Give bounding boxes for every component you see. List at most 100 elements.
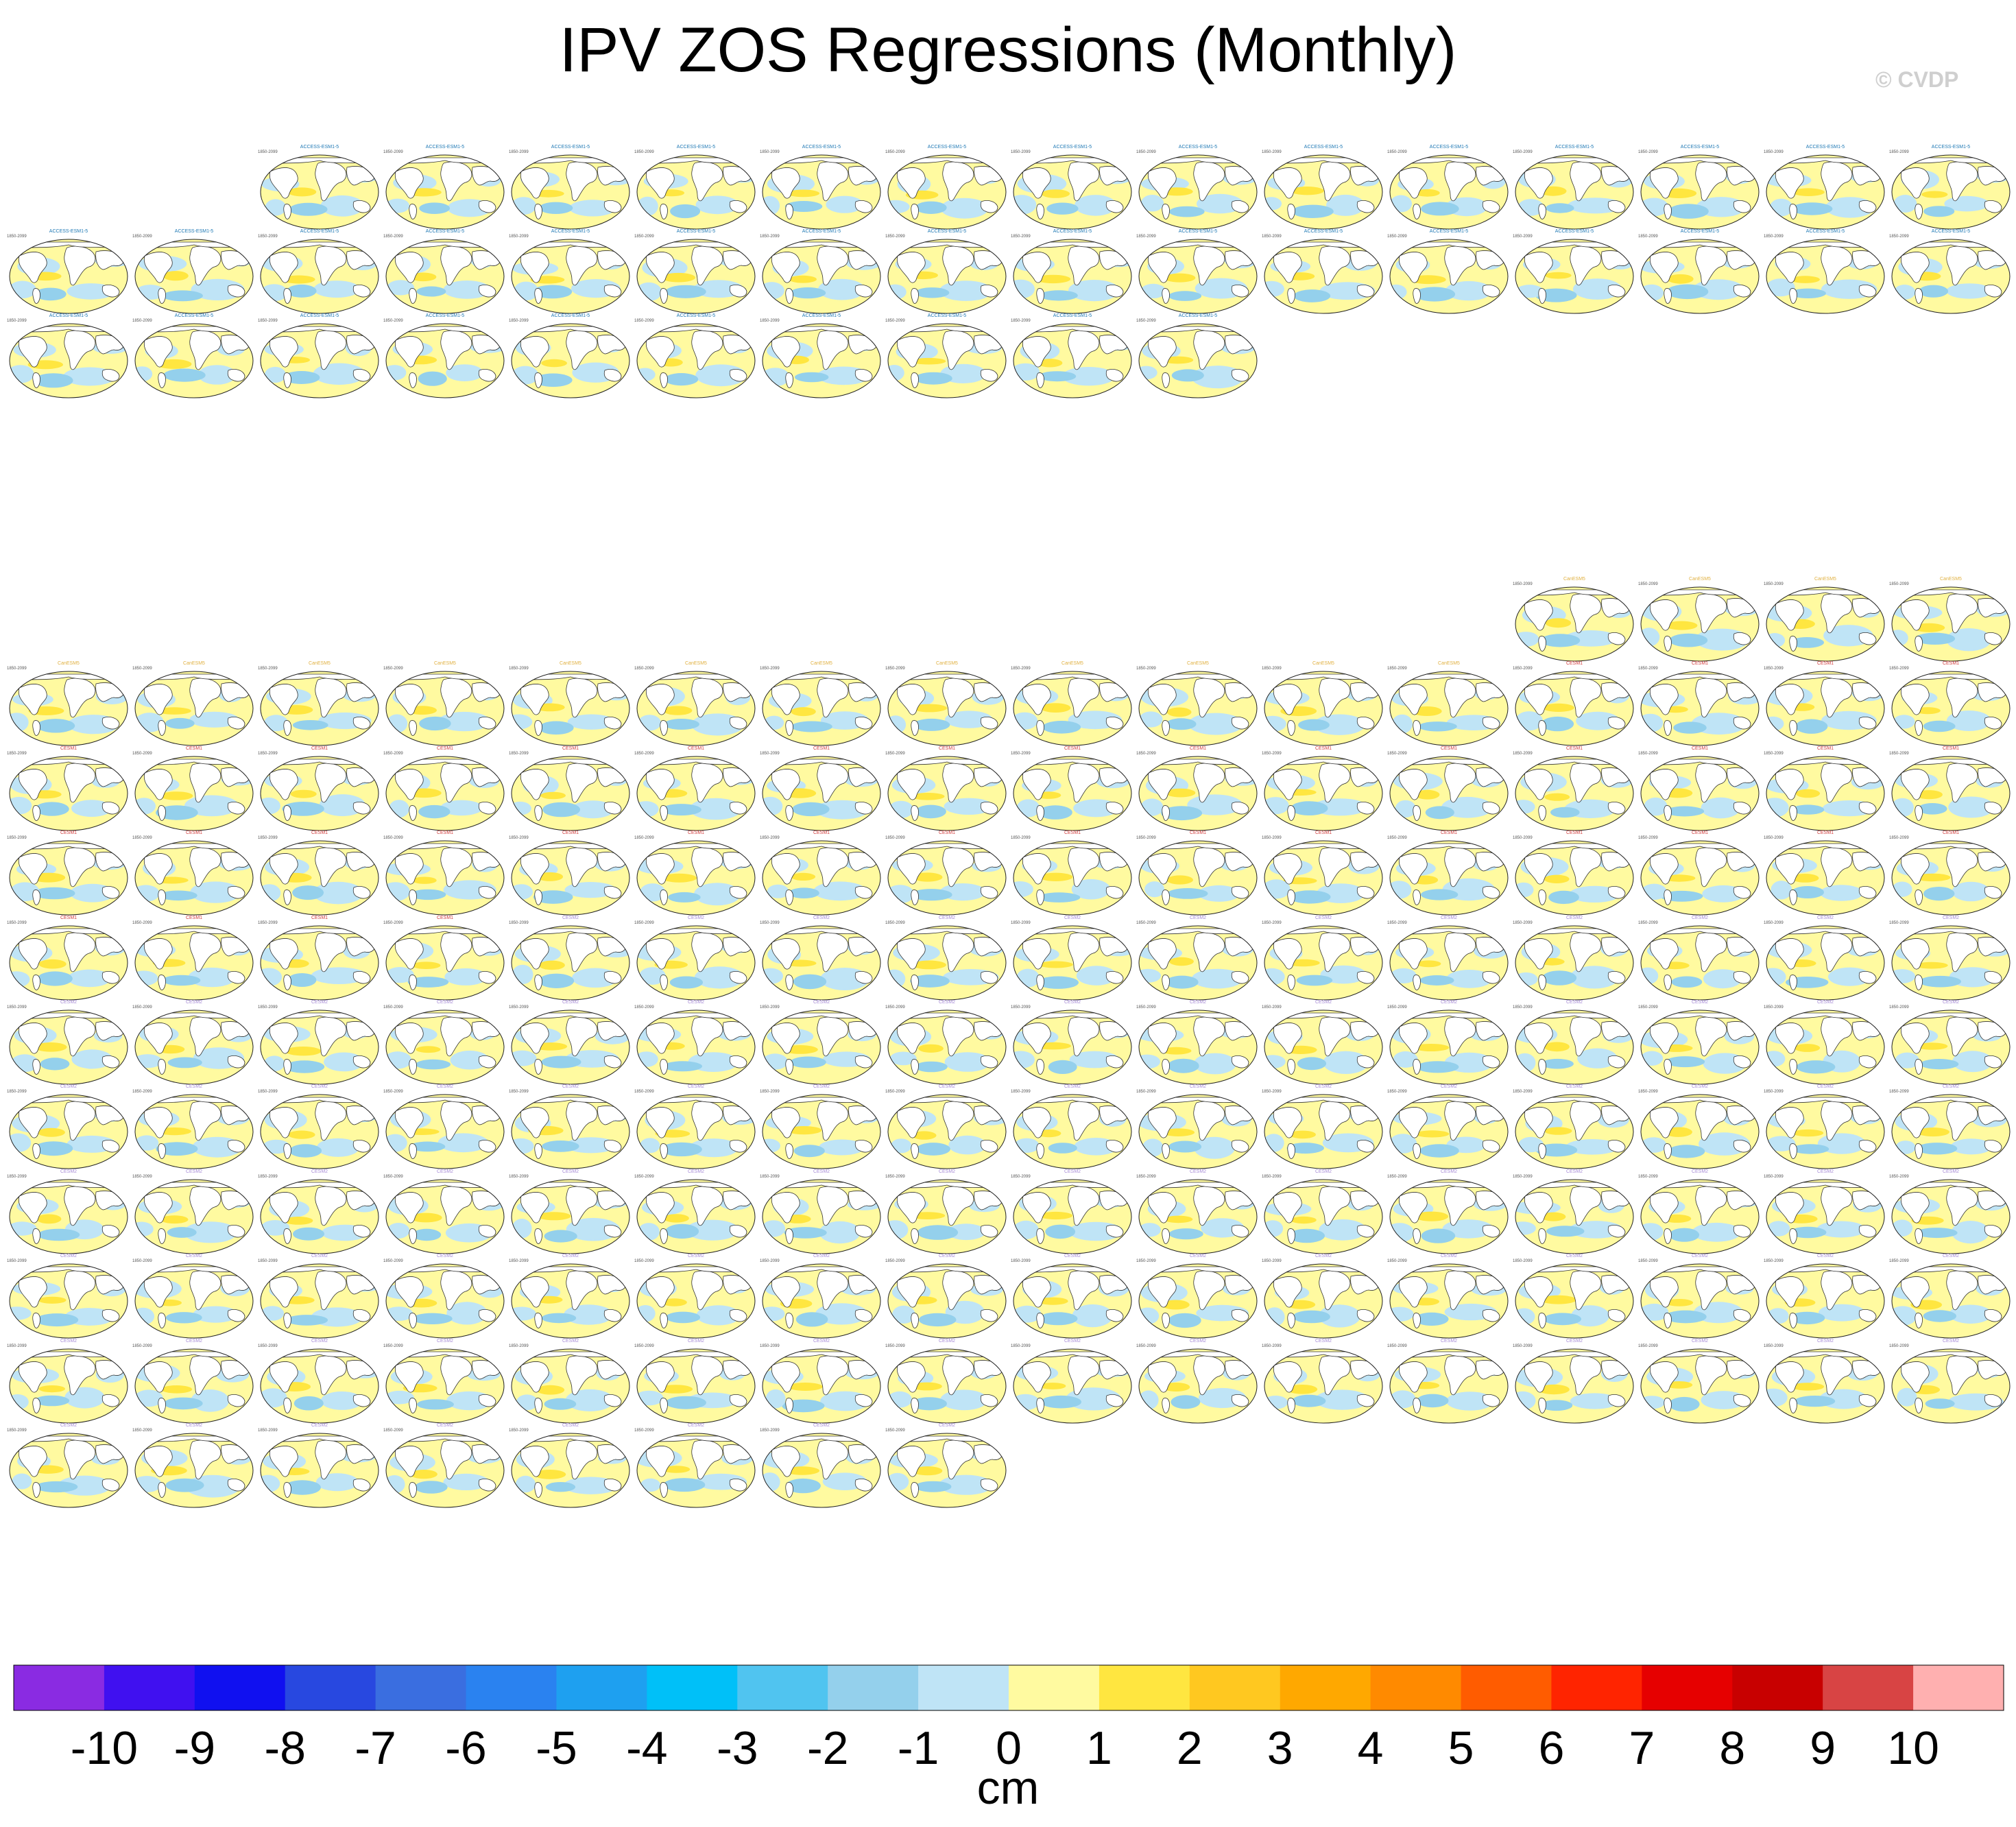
regression-map	[511, 1433, 630, 1508]
panel-period-label: 1850-2099	[1011, 1174, 1031, 1179]
regression-map	[134, 1348, 254, 1424]
cesm2-panel-60: CESM2 1850-2099	[1889, 1169, 2013, 1256]
panel-period-label: 1850-2099	[634, 1259, 654, 1264]
panel-model-label: CanESM5	[1312, 661, 1334, 667]
regression-map	[1013, 239, 1132, 314]
cesm1-panel-27: CESM1 1850-2099	[760, 830, 883, 918]
regression-map	[636, 154, 756, 230]
panel-period-label: 1850-2099	[383, 1344, 403, 1348]
panel-model-label: CESM2	[60, 1000, 77, 1005]
regression-map	[511, 840, 630, 916]
panel-period-label: 1850-2099	[760, 1090, 780, 1095]
cesm2-panel-66: CESM2 1850-2099	[634, 1253, 758, 1341]
regression-map	[1013, 1179, 1132, 1254]
panel-model-label: CESM2	[813, 1254, 830, 1259]
regression-map	[636, 1010, 756, 1085]
cesm2-panel-94: CESM2 1850-2099	[132, 1422, 256, 1510]
regression-map	[1766, 756, 1885, 831]
panel-period-label: 1850-2099	[1513, 150, 1533, 154]
panel-period-label: 1850-2099	[760, 751, 780, 756]
cesm2-panel-12: CESM2 1850-2099	[1889, 915, 2013, 1003]
regression-map	[9, 1179, 128, 1254]
cesm2-panel-3: CESM2 1850-2099	[760, 915, 883, 1003]
regression-map	[260, 154, 379, 230]
regression-map	[9, 840, 128, 916]
panel-period-label: 1850-2099	[1387, 1090, 1407, 1095]
regression-map	[1891, 756, 2011, 831]
panel-model-label: CESM2	[60, 1169, 77, 1174]
panel-period-label: 1850-2099	[1764, 1259, 1784, 1264]
regression-map	[260, 840, 379, 916]
panel-model-label: CESM2	[1942, 1254, 1960, 1259]
access-panel-35: ACCESS-ESM1-5 1850-2099	[509, 313, 632, 401]
panel-period-label: 1850-2099	[1638, 1090, 1658, 1095]
panel-period-label: 1850-2099	[885, 1090, 905, 1095]
panel-model-label: CESM2	[1565, 1254, 1583, 1259]
panel-model-label: ACCESS-ESM1-5	[1805, 145, 1845, 150]
panel-model-label: CESM2	[1816, 1084, 1834, 1090]
cesm2-panel-86: CESM2 1850-2099	[1136, 1338, 1260, 1426]
regression-map	[511, 1010, 630, 1085]
regression-map	[1389, 154, 1509, 230]
cesm2-panel-82: CESM2 1850-2099	[634, 1338, 758, 1426]
panel-model-label: CESM2	[311, 1084, 328, 1090]
panel-model-label: ACCESS-ESM1-5	[927, 145, 967, 150]
panel-model-label: CESM2	[60, 1338, 77, 1344]
panel-period-label: 1850-2099	[1136, 920, 1156, 925]
panel-period-label: 1850-2099	[1262, 920, 1282, 925]
panel-period-label: 1850-2099	[1638, 1259, 1658, 1264]
panel-period-label: 1850-2099	[7, 1344, 27, 1348]
colorbar-swatch	[647, 1665, 738, 1710]
panel-period-label: 1850-2099	[1889, 1344, 1909, 1348]
colorbar-tick-label: -9	[174, 1722, 215, 1774]
regression-map	[1138, 1179, 1258, 1254]
panel-period-label: 1850-2099	[885, 1344, 905, 1348]
canesm5-panel-2: CanESM5 1850-2099	[1638, 576, 1762, 664]
cesm1-panel-9: CESM1 1850-2099	[509, 745, 632, 833]
panel-model-label: CESM1	[1816, 661, 1834, 667]
cesm2-panel-65: CESM2 1850-2099	[509, 1253, 632, 1341]
panel-period-label: 1850-2099	[760, 920, 780, 925]
cesm1-panel-19: CESM1 1850-2099	[1764, 745, 1887, 833]
access-panel-13: ACCESS-ESM1-5 1850-2099	[1764, 144, 1887, 232]
regression-map	[636, 671, 756, 746]
panel-period-label: 1850-2099	[7, 667, 27, 671]
panel-model-label: ACCESS-ESM1-5	[551, 145, 590, 150]
cesm2-panel-11: CESM2 1850-2099	[1764, 915, 1887, 1003]
cesm1-panel-13: CESM1 1850-2099	[1011, 745, 1134, 833]
cesm2-panel-59: CESM2 1850-2099	[1764, 1169, 1887, 1256]
panel-model-label: CESM2	[1064, 1254, 1081, 1259]
regression-map	[1766, 1263, 1885, 1339]
panel-model-label: CESM1	[185, 745, 203, 751]
cesm1-panel-7: CESM1 1850-2099	[258, 745, 381, 833]
regression-map	[134, 756, 254, 831]
panel-period-label: 1850-2099	[1764, 751, 1784, 756]
panel-period-label: 1850-2099	[1262, 235, 1282, 239]
panel-period-label: 1850-2099	[634, 150, 654, 154]
panel-model-label: CESM2	[562, 915, 579, 920]
panel-model-label: CESM2	[1064, 1000, 1081, 1005]
cesm2-panel-96: CESM2 1850-2099	[383, 1422, 507, 1510]
regression-map	[385, 925, 505, 1001]
panel-period-label: 1850-2099	[509, 1090, 529, 1095]
access-panel-22: ACCESS-ESM1-5 1850-2099	[885, 228, 1009, 316]
panel-model-label: ACCESS-ESM1-5	[927, 313, 967, 318]
panel-period-label: 1850-2099	[885, 319, 905, 323]
panel-model-label: CESM2	[436, 1338, 454, 1344]
panel-model-label: CESM1	[1942, 831, 1960, 836]
colorbar-swatch	[1823, 1665, 1914, 1710]
panel-model-label: ACCESS-ESM1-5	[802, 229, 841, 234]
canesm5-panel-13: CanESM5 1850-2099	[1011, 660, 1134, 748]
panel-model-label: ACCESS-ESM1-5	[49, 229, 88, 234]
panel-model-label: CESM1	[938, 745, 956, 751]
panel-period-label: 1850-2099	[383, 1429, 403, 1433]
regression-map	[636, 1179, 756, 1254]
panel-model-label: CESM1	[60, 915, 77, 920]
regression-map	[9, 323, 128, 398]
regression-map	[385, 323, 505, 398]
regression-map	[1766, 239, 1885, 314]
access-panel-3: ACCESS-ESM1-5 1850-2099	[509, 144, 632, 232]
panel-period-label: 1850-2099	[509, 150, 529, 154]
regression-map	[385, 1010, 505, 1085]
regression-map	[260, 1179, 379, 1254]
